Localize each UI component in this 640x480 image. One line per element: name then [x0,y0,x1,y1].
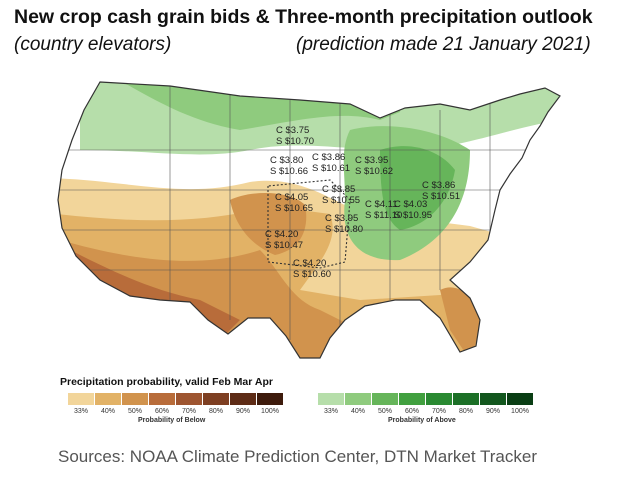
legend-above-tick: 70% [431,408,446,415]
below-50-plains-zone [230,193,307,255]
bid-corn: C $4.03 [394,199,427,210]
bid-soy: S $10.47 [265,240,303,251]
bid-soy: S $10.70 [276,136,314,147]
legend-below-tick: 80% [208,408,223,415]
legend-above-caption: Probability of Above [388,417,456,424]
legend-above-tick: 33% [323,408,338,415]
legend-below-swatch [68,393,94,405]
legend-above-swatch [345,393,371,405]
legend-below-swatch [257,393,283,405]
legend-below-tick: 70% [181,408,196,415]
legend-above-swatch [480,393,506,405]
bid-soy: S $10.66 [270,166,308,177]
bid-soy: S $10.62 [355,166,393,177]
legend-below-scale: 33% 40% 50% 60% 70% 80% 90% 100% [68,393,288,417]
source-credit: Sources: NOAA Climate Prediction Center,… [58,447,537,466]
legend-above-tick: 60% [404,408,419,415]
bid-labels: C $3.75 S $10.70 C $3.80 S $10.66 C $3.8… [265,125,460,280]
bid-corn: C $4.20 [293,258,326,269]
bid-corn: C $3.85 [322,184,355,195]
legend-below-swatch [95,393,121,405]
legend-above-swatch [453,393,479,405]
state-borders [60,82,560,340]
legend-above-scale: 33% 40% 50% 60% 70% 80% 90% 100% [318,393,538,417]
bid-soy: S $10.80 [325,224,363,235]
legend-below-tick: 60% [154,408,169,415]
bid-soy: S $10.95 [394,210,432,221]
subtitle-country-elevators: (country elevators) [14,34,172,55]
legend-below-swatch [176,393,202,405]
subtitle-prediction-date: (prediction made 21 January 2021) [296,34,591,55]
legend-below-swatch [203,393,229,405]
legend-below-caption: Probability of Below [138,417,206,424]
page-title: New crop cash grain bids & Three-month p… [14,6,593,28]
legend-title: Precipitation probability, valid Feb Mar… [60,376,273,388]
legend-below-tick: 100% [261,408,279,415]
bid-corn: C $3.95 [325,213,358,224]
bid-corn: C $3.86 [312,152,345,163]
bid-soy: S $10.55 [322,195,360,206]
legend-above-swatch [372,393,398,405]
below-50-florida-zone [440,287,480,358]
legend-below-swatch [149,393,175,405]
bid-corn: C $3.86 [422,180,455,191]
bid-soy: S $10.65 [275,203,313,214]
legend-above-swatch [318,393,344,405]
bid-soy: S $10.60 [293,269,331,280]
precip-zones [58,82,560,358]
bid-soy: S $10.61 [312,163,350,174]
legend-below-swatch [230,393,256,405]
bid-soy: S $10.51 [422,191,460,202]
legend-above-tick: 40% [350,408,365,415]
bid-soy: S $11.10 [365,210,402,221]
bid-corn: C $4.11 [365,199,398,210]
legend-above-tick: 50% [377,408,392,415]
us-precipitation-map: C $3.75 S $10.70 C $3.80 S $10.66 C $3.8… [57,81,561,359]
legend-above-tick: 90% [485,408,500,415]
above-50-midwest-zone [380,146,455,230]
legend-above-swatch [426,393,452,405]
bid-corn: C $4.20 [265,229,298,240]
bid-corn: C $4.05 [275,192,308,203]
bid-corn: C $3.95 [355,155,388,166]
legend-below-tick: 40% [100,408,115,415]
bid-region-outline [267,179,351,269]
legend-below-tick: 90% [235,408,250,415]
us-outline [57,81,561,359]
bid-corn: C $3.80 [270,155,303,166]
legend-above-swatch [507,393,533,405]
legend-above-tick: 80% [458,408,473,415]
bid-corn: C $3.75 [276,125,309,136]
legend-above-tick: 100% [511,408,529,415]
legend-below-tick: 50% [127,408,142,415]
legend-above-swatch [399,393,425,405]
legend-below-swatch [122,393,148,405]
legend-below-tick: 33% [73,408,88,415]
